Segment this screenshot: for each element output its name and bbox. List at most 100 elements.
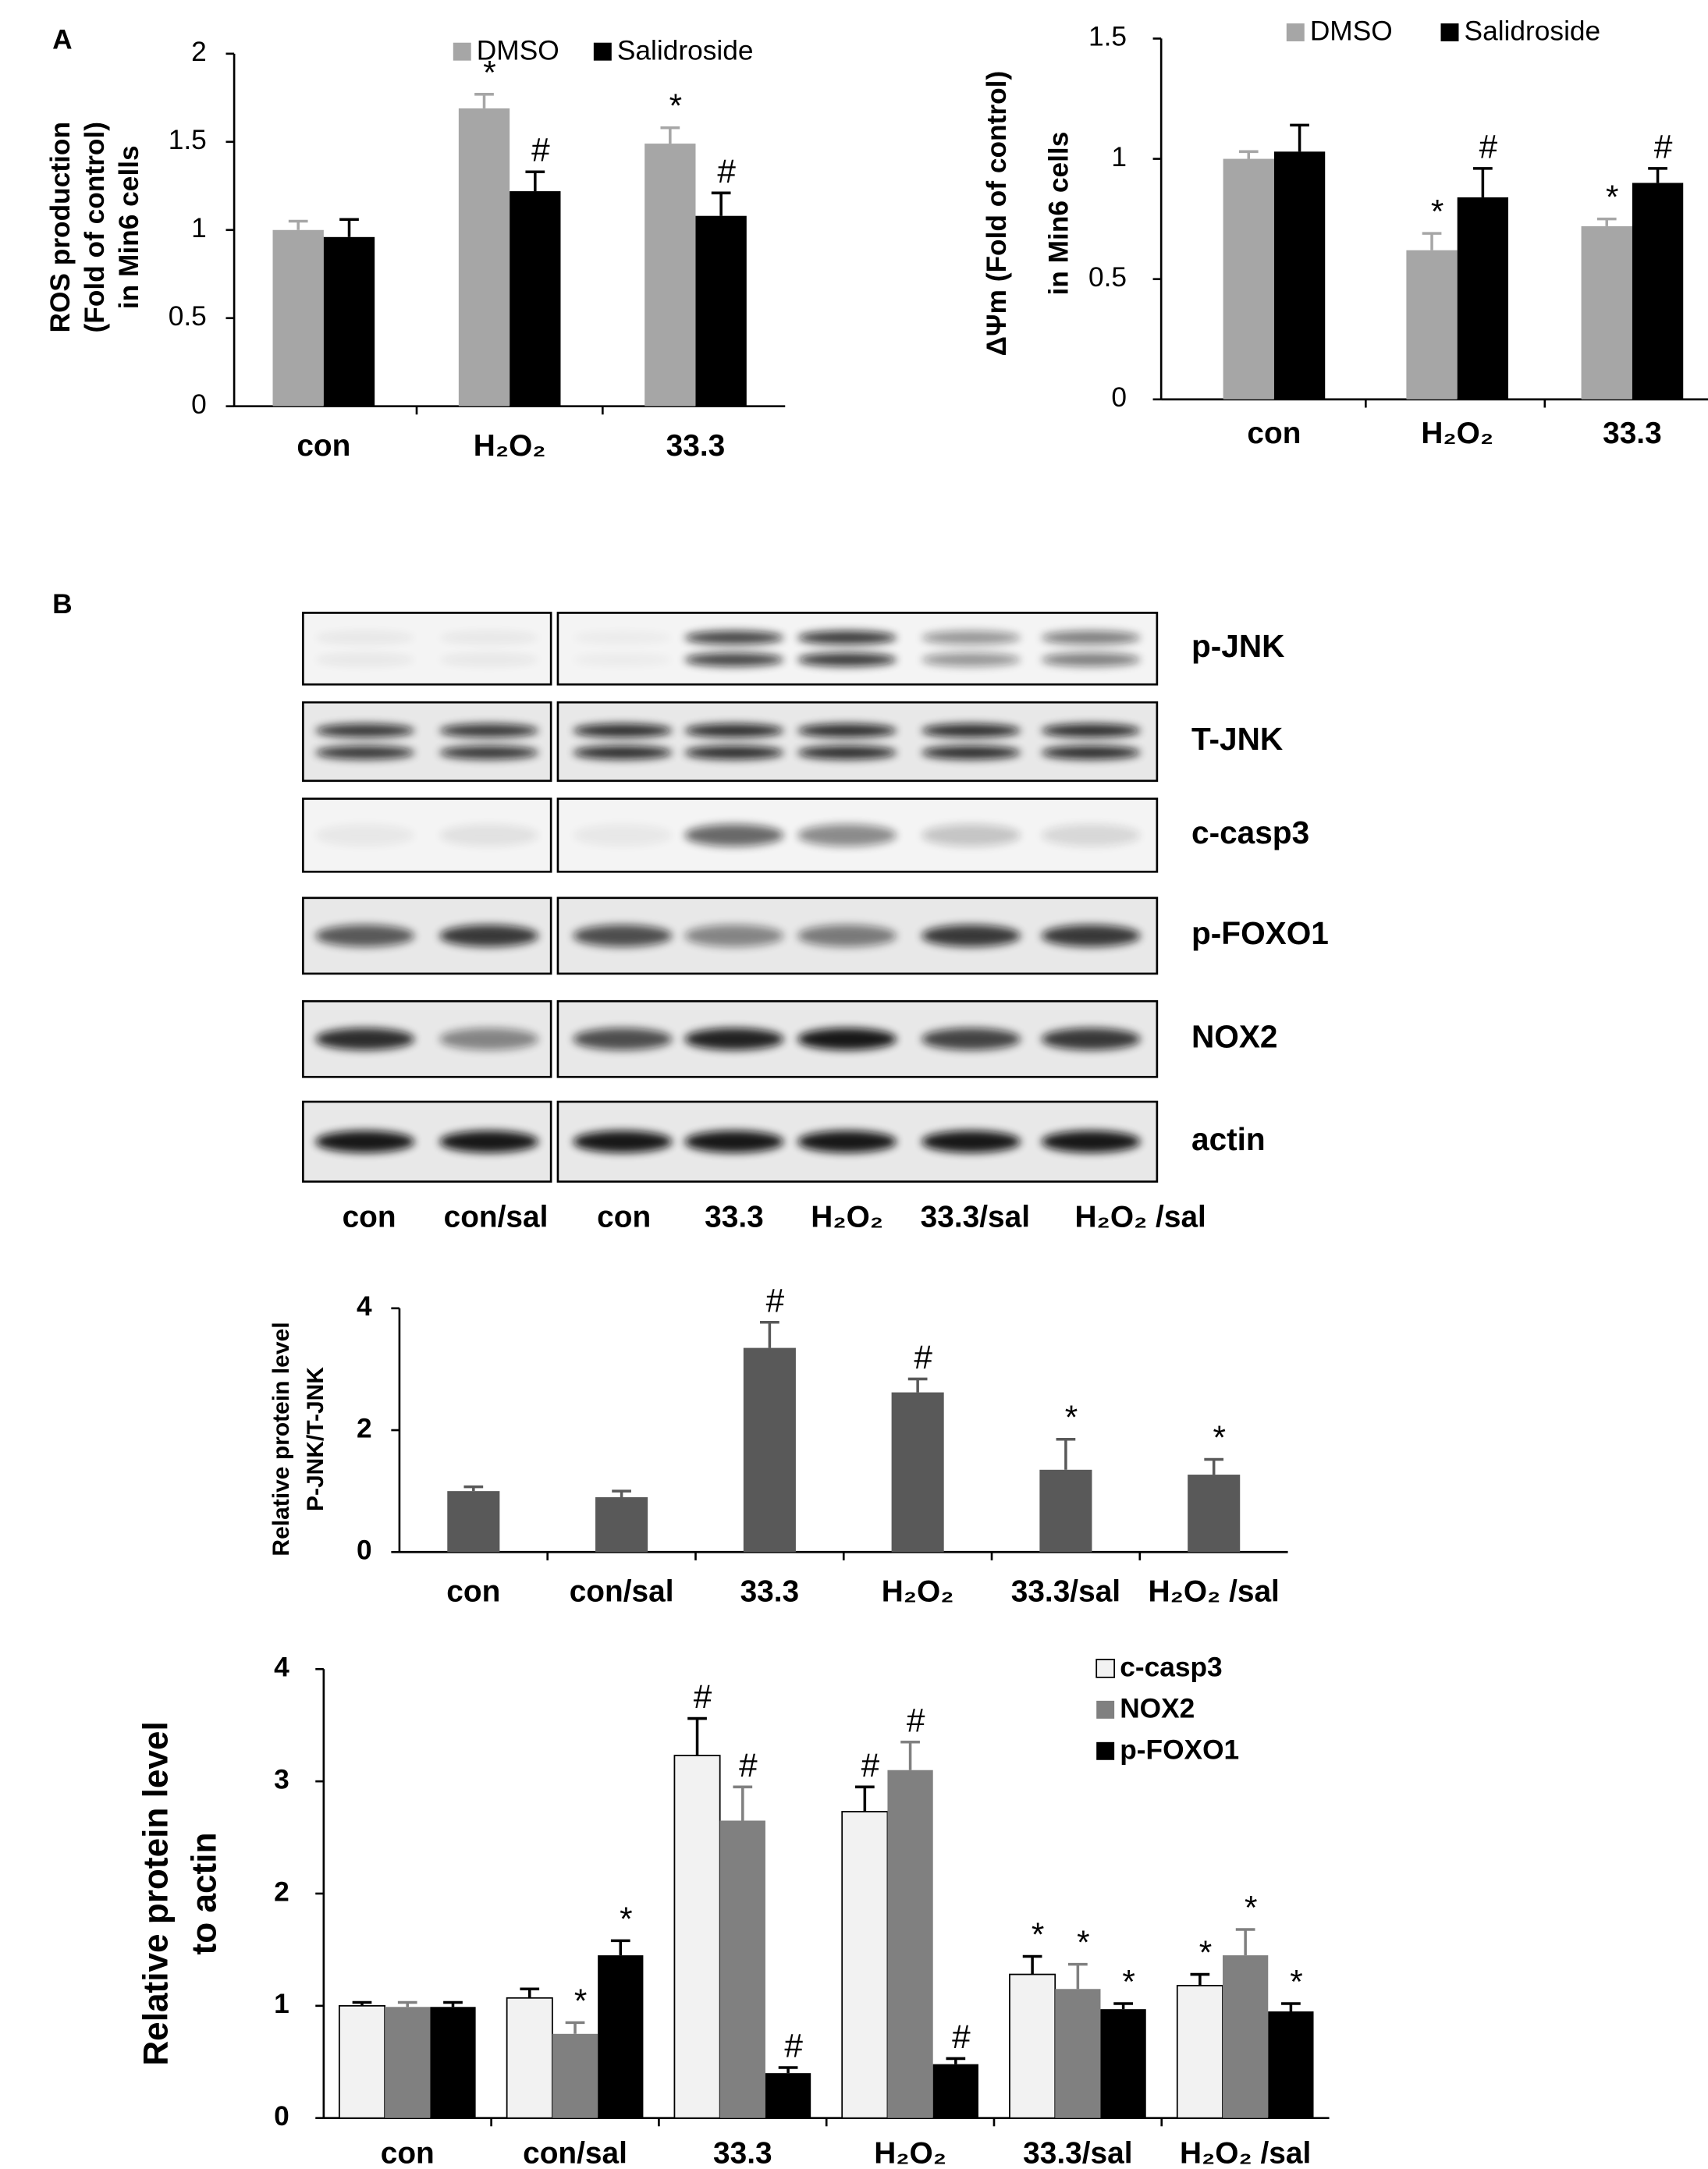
blot-band xyxy=(684,925,784,947)
bar xyxy=(458,108,510,406)
blot-band xyxy=(315,630,415,645)
bar xyxy=(1406,250,1458,399)
error-bar xyxy=(660,126,680,144)
panel-label: B xyxy=(52,589,73,619)
blot-lane-label: con xyxy=(597,1200,651,1234)
error-bar xyxy=(520,1987,540,1998)
blot-band xyxy=(1041,1028,1141,1050)
blot-band xyxy=(921,1131,1021,1153)
bar xyxy=(841,1811,889,2119)
bar xyxy=(1273,151,1326,399)
blot-band xyxy=(1041,925,1141,947)
error-bar xyxy=(687,1716,707,1756)
blot-row-label: c-casp3 xyxy=(1191,815,1309,850)
blot-band xyxy=(573,653,672,667)
y-tick-label: 2 xyxy=(191,37,207,67)
legend-label: Salidroside xyxy=(617,35,754,66)
bar xyxy=(272,229,324,406)
blot-band xyxy=(921,630,1021,645)
y-tick-label: 1.5 xyxy=(1088,22,1127,52)
y-tick-label: 0 xyxy=(1111,382,1127,413)
significance-mark: # xyxy=(784,2027,803,2064)
blot-band xyxy=(573,630,672,644)
significance-mark: # xyxy=(1654,128,1673,165)
x-tick-label: H₂O₂ xyxy=(1421,417,1493,450)
blot-band xyxy=(684,824,784,847)
blot-band xyxy=(797,630,897,645)
blot-band xyxy=(797,745,897,760)
bar xyxy=(1268,2011,1314,2118)
y-tick-label: 2 xyxy=(357,1413,372,1443)
blot-lane-label: con xyxy=(343,1200,396,1234)
significance-mark: # xyxy=(531,132,550,169)
blot-row-label: NOX2 xyxy=(1191,1018,1278,1054)
significance-mark: * xyxy=(1065,1399,1078,1436)
y-axis-label: in Min6 cells xyxy=(1044,132,1074,296)
error-bar xyxy=(352,2000,372,2006)
bar xyxy=(323,236,375,406)
error-bar xyxy=(1204,1457,1224,1475)
y-tick-label: 0 xyxy=(357,1535,372,1566)
error-bar xyxy=(288,219,308,230)
error-bar xyxy=(1068,1962,1088,1990)
blot-band xyxy=(315,723,415,738)
y-tick-label: 4 xyxy=(274,1652,289,1683)
x-tick-label: H₂O₂ /sal xyxy=(1149,1574,1280,1608)
bar xyxy=(1176,1985,1223,2119)
blot-band xyxy=(921,824,1021,847)
y-axis-label: Relative protein level xyxy=(268,1322,294,1556)
significance-mark: * xyxy=(620,1901,633,1937)
legend-swatch xyxy=(453,42,471,61)
significance-mark: # xyxy=(907,1702,925,1738)
error-bar xyxy=(474,93,494,108)
legend-label: DMSO xyxy=(1310,16,1393,47)
bar xyxy=(385,2007,431,2118)
blot-band xyxy=(1041,630,1141,645)
blot-band xyxy=(684,630,784,645)
blot-band xyxy=(315,824,415,847)
y-tick-label: 4 xyxy=(357,1291,372,1322)
blot-band xyxy=(921,723,1021,738)
significance-mark: # xyxy=(914,1339,932,1376)
bar xyxy=(932,2064,978,2118)
error-bar xyxy=(1290,123,1309,152)
y-axis-label: ΔΨm (Fold of control) xyxy=(982,71,1012,357)
bar xyxy=(1009,1973,1056,2119)
y-axis-label: in Min6 cells xyxy=(114,145,144,309)
y-tick-label: 1 xyxy=(191,213,207,243)
significance-mark: * xyxy=(1032,1916,1045,1953)
blot-band xyxy=(684,745,784,760)
blot-lane-label: 33.3 xyxy=(705,1200,764,1234)
bar xyxy=(1188,1475,1241,1553)
blot-band xyxy=(573,925,673,947)
blot-frame xyxy=(556,612,1159,686)
bar xyxy=(673,1755,721,2119)
bar xyxy=(447,1491,500,1553)
blot-band xyxy=(439,1028,539,1050)
legend-swatch xyxy=(1096,1700,1115,1719)
legend-label: p-FOXO1 xyxy=(1120,1735,1239,1766)
y-axis-label: (Fold of control) xyxy=(80,122,110,333)
error-bar xyxy=(778,2066,798,2074)
error-bar xyxy=(900,1741,920,1770)
blot-band xyxy=(573,1131,673,1153)
x-tick-label: H₂O₂ /sal xyxy=(1180,2137,1311,2169)
bar xyxy=(1632,183,1684,399)
bar xyxy=(891,1392,944,1553)
error-bar xyxy=(760,1321,779,1348)
error-bar xyxy=(1022,1954,1042,1975)
bar xyxy=(1100,2009,1146,2118)
significance-mark: * xyxy=(1213,1419,1227,1456)
y-axis-label: to actin xyxy=(185,1833,223,1955)
x-tick-label: con xyxy=(297,429,350,463)
significance-mark: * xyxy=(1199,1934,1213,1971)
significance-mark: * xyxy=(1431,193,1444,230)
x-tick-label: 33.3 xyxy=(740,1574,800,1608)
y-tick-label: 0 xyxy=(191,389,207,420)
blot-row-label: T-JNK xyxy=(1191,721,1283,757)
blot-band xyxy=(797,1131,897,1153)
y-tick-label: 0 xyxy=(274,2101,289,2132)
bar xyxy=(695,215,747,406)
error-bar xyxy=(610,1939,630,1956)
